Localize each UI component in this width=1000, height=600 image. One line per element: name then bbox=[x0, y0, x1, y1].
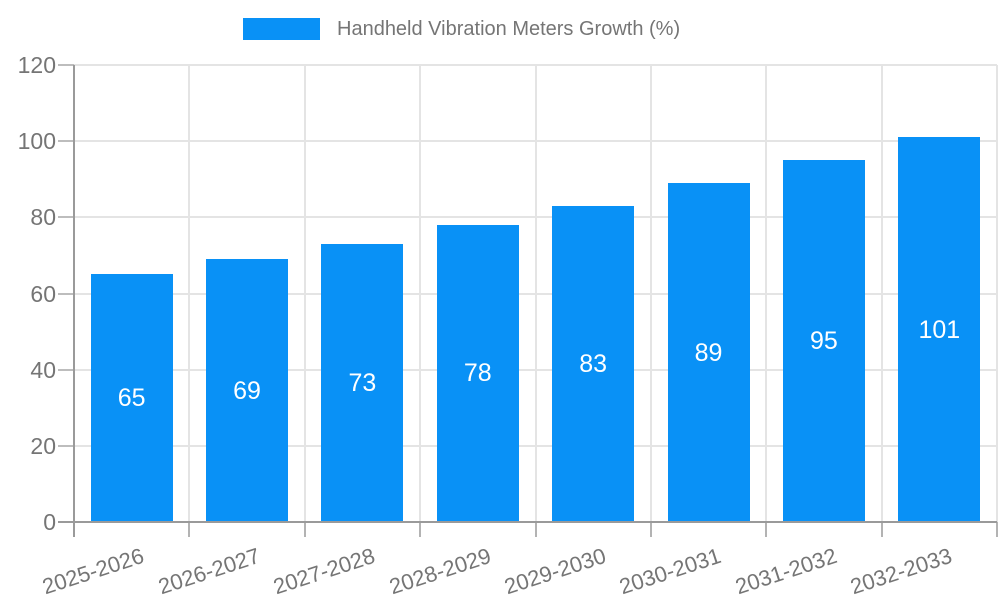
x-tick bbox=[996, 522, 998, 537]
bar bbox=[898, 137, 981, 522]
bar-value-label: 95 bbox=[810, 327, 838, 356]
y-axis-tick-label: 100 bbox=[17, 128, 56, 155]
y-axis-line bbox=[73, 65, 75, 537]
x-axis-tick-label: 2027-2028 bbox=[270, 543, 379, 600]
x-gridline bbox=[419, 65, 422, 522]
x-tick bbox=[188, 522, 191, 537]
y-axis-tick-label: 120 bbox=[17, 52, 56, 78]
x-axis-tick-label: 2032-2033 bbox=[847, 543, 956, 600]
x-axis-tick-label: 2029-2030 bbox=[501, 543, 609, 600]
legend: Handheld Vibration Meters Growth (%) bbox=[0, 0, 1000, 50]
bar-value-label: 65 bbox=[117, 384, 146, 413]
x-axis-tick-label: 2028-2029 bbox=[385, 543, 494, 600]
bar bbox=[552, 205, 635, 522]
x-tick bbox=[765, 522, 768, 537]
x-tick bbox=[649, 522, 652, 537]
bar bbox=[206, 259, 289, 522]
bar bbox=[321, 243, 404, 522]
x-tick bbox=[880, 522, 883, 537]
x-gridline bbox=[534, 65, 537, 522]
x-gridline bbox=[303, 65, 306, 522]
y-tick bbox=[58, 216, 74, 219]
x-gridline bbox=[880, 65, 883, 522]
bar-value-label: 83 bbox=[579, 349, 608, 378]
x-axis-tick-label: 2030-2031 bbox=[616, 543, 725, 600]
x-axis-tick-label: 2026-2027 bbox=[154, 543, 263, 600]
x-axis-tick-label: 2031-2032 bbox=[731, 543, 840, 600]
x-tick bbox=[303, 522, 306, 537]
bar-value-label: 89 bbox=[694, 338, 723, 367]
x-axis-tick-label: 2025-2026 bbox=[39, 543, 148, 600]
bar bbox=[667, 183, 750, 522]
legend-swatch bbox=[243, 18, 320, 40]
bar bbox=[782, 160, 865, 522]
y-axis-tick-label: 60 bbox=[30, 280, 56, 307]
bar-value-label: 101 bbox=[918, 315, 961, 344]
x-gridline bbox=[765, 65, 768, 522]
bar bbox=[90, 274, 173, 522]
x-gridline bbox=[188, 65, 191, 522]
x-gridline bbox=[996, 65, 998, 522]
y-tick bbox=[58, 292, 74, 295]
bar-value-label: 69 bbox=[233, 376, 261, 405]
y-tick bbox=[58, 140, 74, 143]
x-axis-line bbox=[58, 521, 997, 523]
y-axis-tick-label: 0 bbox=[43, 509, 56, 535]
y-tick bbox=[58, 444, 74, 447]
x-tick bbox=[534, 522, 537, 537]
legend-label: Handheld Vibration Meters Growth (%) bbox=[337, 18, 681, 40]
x-gridline bbox=[649, 65, 652, 522]
bar-value-label: 73 bbox=[348, 368, 377, 397]
x-tick bbox=[419, 522, 422, 537]
y-axis-tick-label: 20 bbox=[30, 432, 56, 459]
bar bbox=[436, 224, 519, 522]
bar-value-label: 78 bbox=[463, 359, 492, 388]
y-axis-tick-label: 80 bbox=[30, 204, 56, 231]
y-axis-tick-label: 40 bbox=[30, 356, 56, 383]
y-tick bbox=[58, 64, 74, 66]
y-tick bbox=[58, 368, 74, 371]
